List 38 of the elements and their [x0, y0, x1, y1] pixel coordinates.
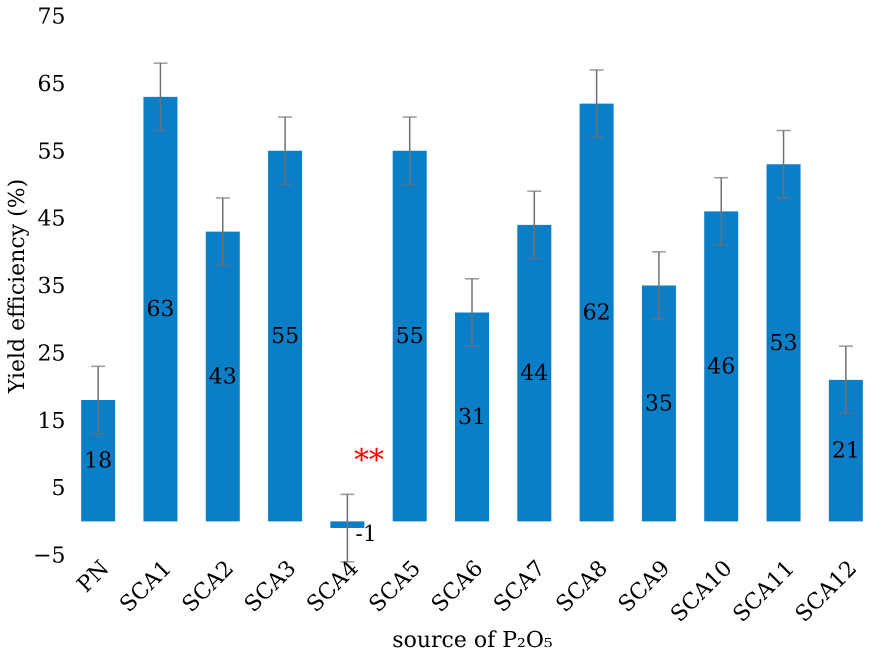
data-label: 43 [208, 364, 237, 390]
bar [143, 96, 178, 522]
data-label: 55 [396, 324, 424, 350]
bar [704, 211, 738, 522]
bar [580, 104, 614, 522]
y-tick-label: 35 [38, 274, 66, 299]
y-tick-label: 25 [38, 341, 66, 366]
x-axis-title: source of P₂O₅ [392, 628, 553, 653]
data-label: 46 [707, 354, 736, 380]
bar [828, 380, 863, 522]
bar [392, 150, 427, 522]
bar [81, 400, 116, 522]
bar [206, 232, 240, 522]
data-label: -1 [355, 522, 377, 548]
data-label: 44 [520, 361, 548, 386]
data-label: 21 [832, 438, 860, 464]
bar [517, 224, 552, 522]
data-label: 35 [644, 391, 673, 416]
y-axis-title: Yield efficiency (%) [5, 178, 30, 394]
y-tick-label: 55 [38, 139, 66, 164]
data-label: 31 [458, 404, 486, 430]
y-tick-label: 65 [38, 72, 66, 97]
bar [766, 164, 801, 522]
y-tick-label: 45 [38, 206, 66, 232]
data-label: 53 [770, 330, 798, 356]
x-tick-label: PN [72, 556, 114, 598]
bar [268, 150, 302, 522]
y-tick-label: 5 [52, 476, 66, 502]
data-label: 62 [582, 300, 611, 326]
bar [642, 286, 676, 522]
data-label: 63 [146, 297, 174, 322]
y-tick-label: 15 [38, 408, 66, 434]
bar [455, 312, 489, 522]
data-label: 18 [84, 448, 112, 474]
y-tick-label: −5 [33, 544, 66, 568]
annotation: ** [354, 443, 384, 478]
data-label: 55 [271, 324, 300, 350]
y-tick-label: 75 [38, 4, 66, 30]
